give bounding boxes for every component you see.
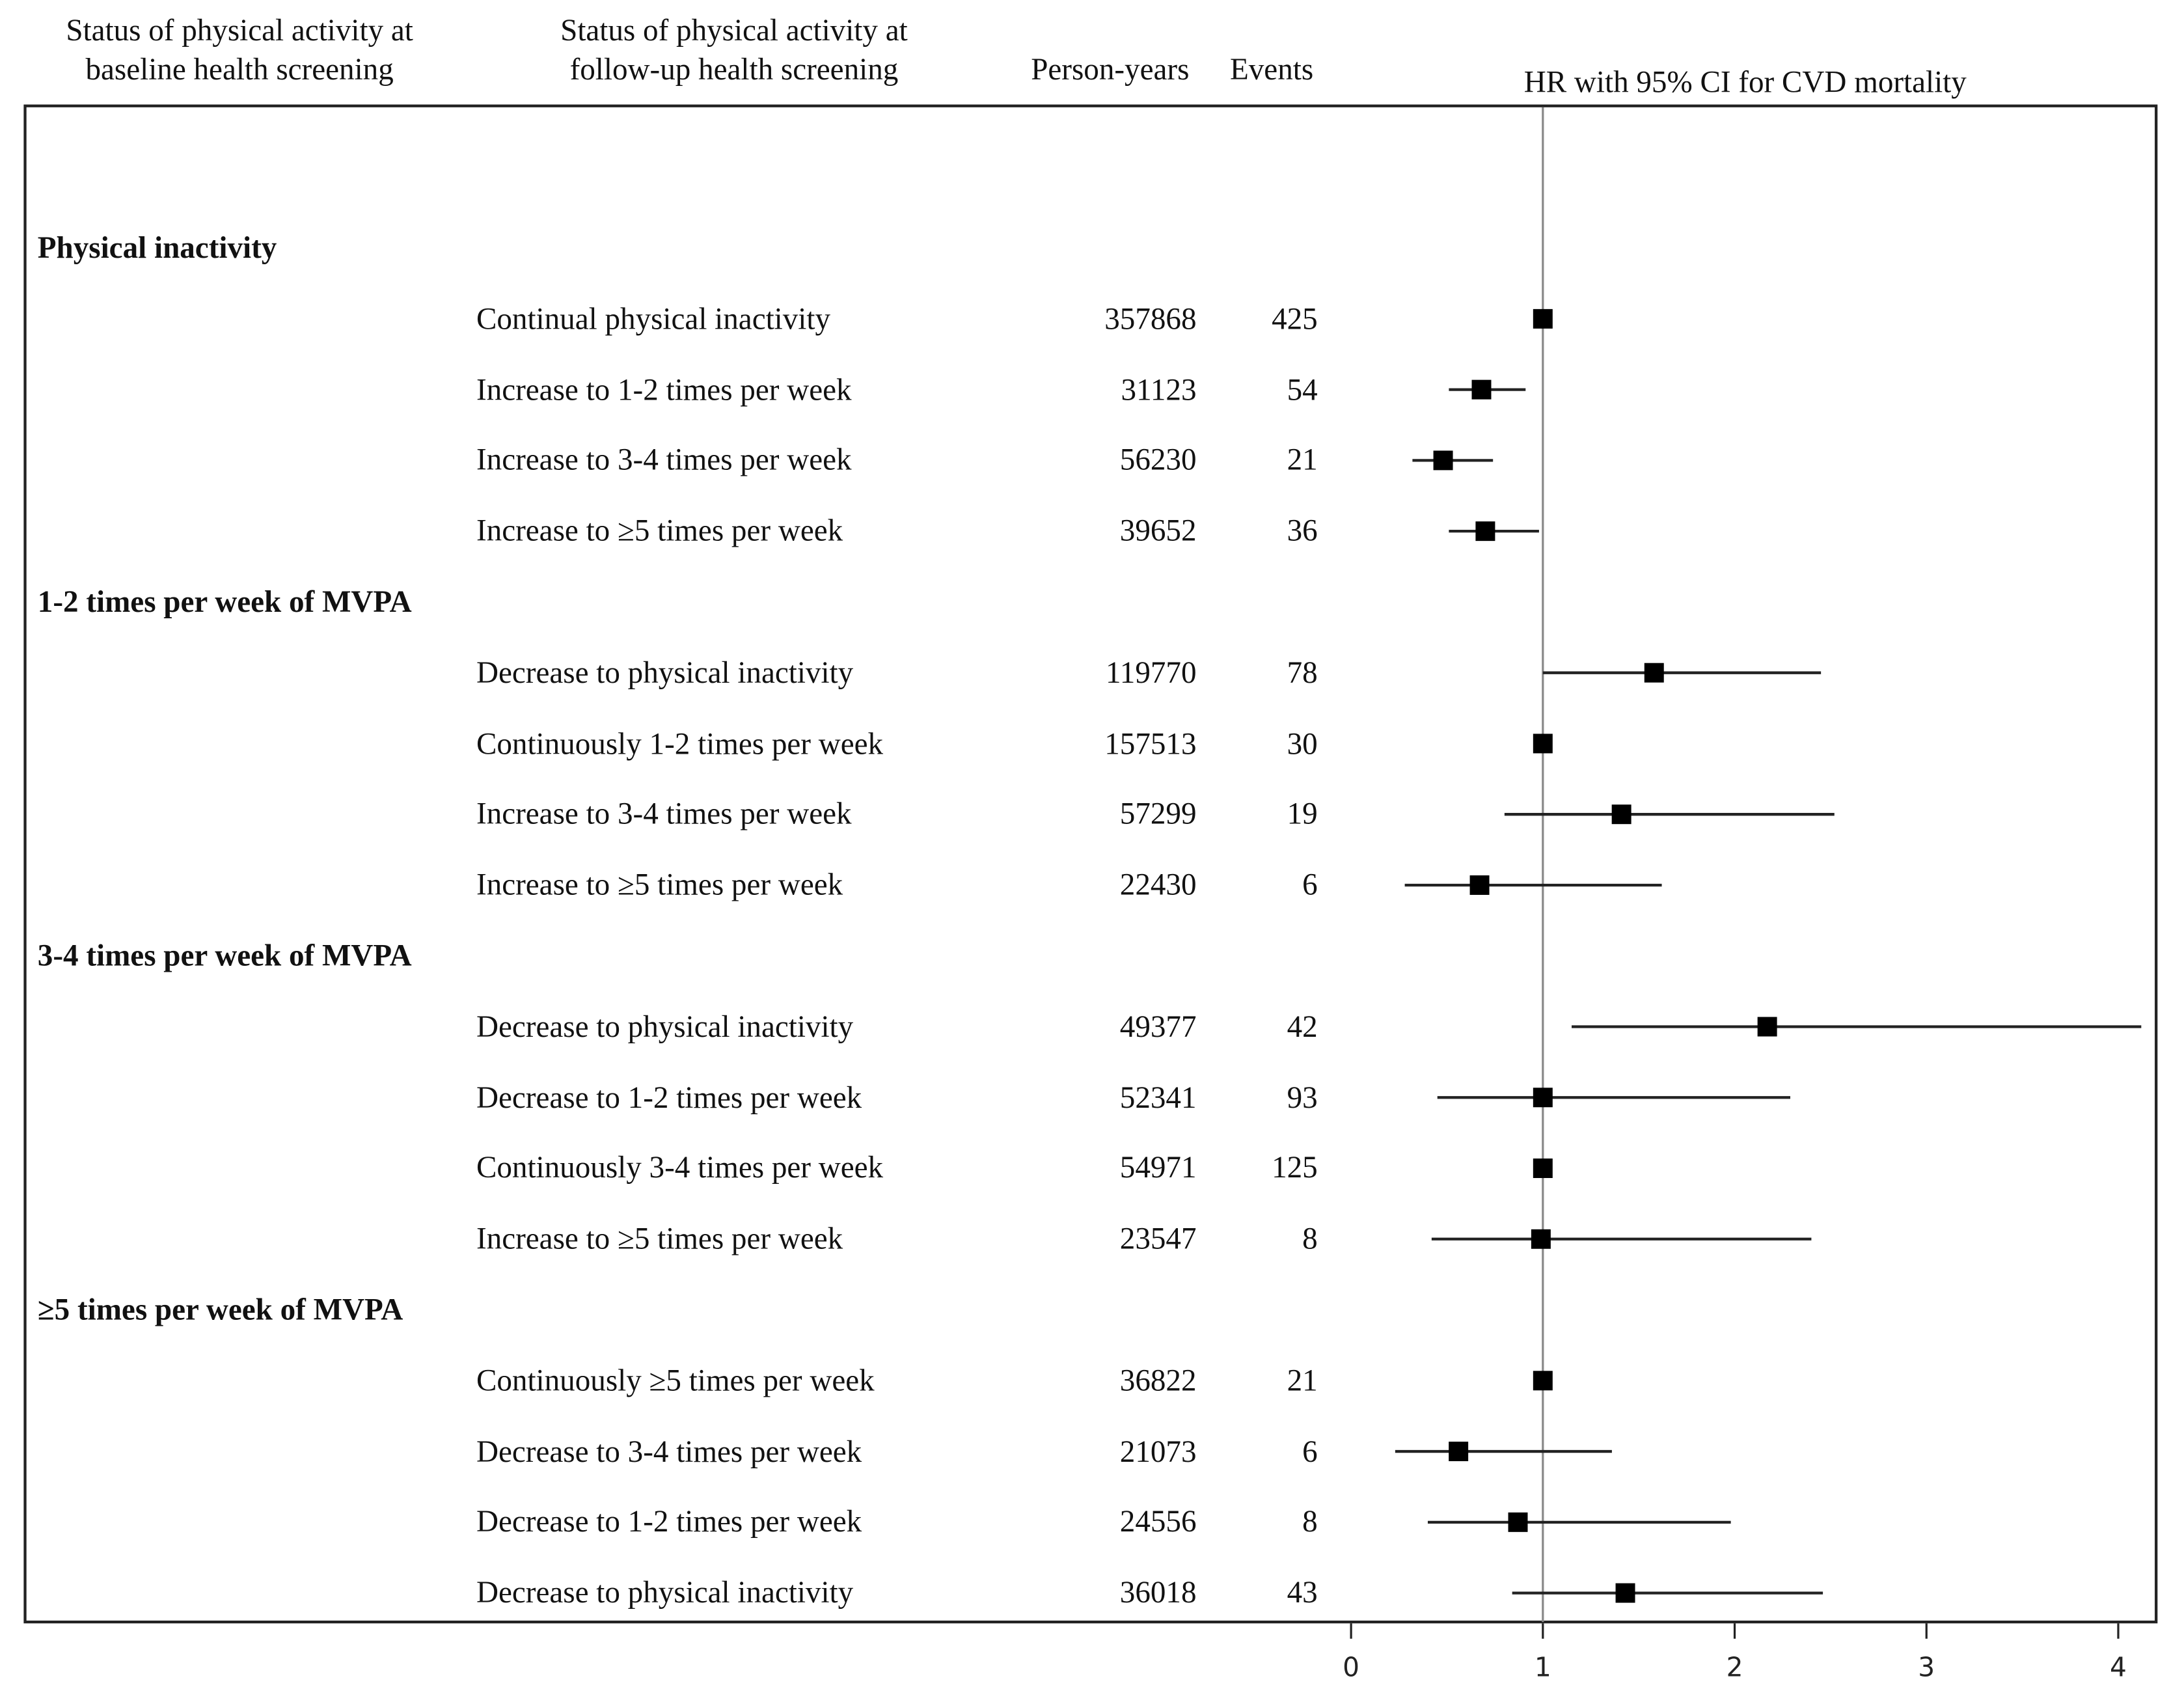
hr-point	[1615, 1583, 1635, 1603]
header-followup-line2: follow-up health screening	[569, 51, 899, 87]
events-value: 19	[1287, 796, 1318, 831]
header-events: Events	[1229, 51, 1314, 87]
row-label: Decrease to 3-4 times per week	[476, 1433, 862, 1468]
events-value: 21	[1287, 1362, 1318, 1397]
events-value: 8	[1302, 1503, 1318, 1539]
x-tick-label: 1	[1535, 1652, 1551, 1683]
hr-point	[1533, 733, 1553, 754]
person-years-value: 22430	[1119, 867, 1197, 902]
person-years-value: 56230	[1119, 442, 1197, 478]
events-value: 425	[1272, 301, 1318, 336]
person-years-value: 23547	[1119, 1220, 1197, 1256]
row-label: Continuously 3-4 times per week	[476, 1150, 884, 1185]
person-years-value: 39652	[1119, 513, 1197, 548]
person-years-value: 54971	[1119, 1150, 1197, 1185]
header-baseline-line2: baseline health screening	[85, 51, 394, 87]
events-value: 54	[1287, 371, 1318, 407]
events-value: 21	[1287, 442, 1318, 478]
events-value: 78	[1287, 654, 1318, 690]
events-value: 30	[1287, 725, 1318, 761]
row-label: Increase to ≥5 times per week	[476, 1220, 843, 1256]
hr-point	[1475, 521, 1495, 542]
header-baseline: Status of physical activity at baseline …	[31, 11, 448, 89]
plot-frame	[23, 104, 2158, 1624]
events-value: 8	[1302, 1220, 1318, 1256]
events-value: 125	[1272, 1150, 1318, 1185]
row-label: Decrease to physical inactivity	[476, 1008, 854, 1044]
hr-point	[1508, 1512, 1528, 1532]
row-label: Decrease to 1-2 times per week	[476, 1079, 862, 1114]
group-label: 3-4 times per week of MVPA	[37, 937, 412, 973]
hr-point	[1757, 1017, 1777, 1037]
row-label: Increase to ≥5 times per week	[476, 513, 843, 548]
person-years-value: 57299	[1119, 796, 1197, 831]
events-value: 43	[1287, 1574, 1318, 1610]
row-label: Continuously ≥5 times per week	[476, 1362, 875, 1397]
person-years-value: 357868	[1104, 301, 1197, 336]
hr-point	[1611, 804, 1631, 825]
hr-point	[1433, 450, 1453, 471]
hr-point	[1533, 1158, 1553, 1179]
header-person-years: Person-years	[1031, 51, 1190, 87]
row-label: Increase to 1-2 times per week	[476, 371, 852, 407]
row-label: Decrease to 1-2 times per week	[476, 1503, 862, 1539]
header-baseline-line1: Status of physical activity at	[66, 12, 413, 48]
hr-point	[1471, 379, 1492, 400]
group-label: ≥5 times per week of MVPA	[37, 1291, 403, 1327]
row-label: Decrease to physical inactivity	[476, 1574, 854, 1610]
hr-point	[1449, 1442, 1469, 1462]
group-label: Physical inactivity	[37, 230, 277, 265]
hr-point	[1644, 663, 1664, 683]
x-tick-label: 0	[1343, 1652, 1359, 1683]
header-hr: HR with 95% CI for CVD mortality	[1523, 64, 1967, 100]
person-years-value: 157513	[1104, 725, 1197, 761]
hr-point	[1533, 1371, 1553, 1391]
row-label: Increase to 3-4 times per week	[476, 442, 852, 478]
person-years-value: 21073	[1119, 1433, 1197, 1468]
events-value: 6	[1302, 867, 1318, 902]
x-tick-label: 4	[2110, 1652, 2127, 1683]
header-followup: Status of physical activity at follow-up…	[525, 11, 943, 89]
row-label: Increase to ≥5 times per week	[476, 867, 843, 902]
hr-point	[1531, 1229, 1551, 1249]
person-years-value: 52341	[1119, 1079, 1197, 1114]
hr-point	[1469, 875, 1490, 895]
person-years-value: 24556	[1119, 1503, 1197, 1539]
group-label: 1-2 times per week of MVPA	[37, 584, 412, 619]
row-label: Decrease to physical inactivity	[476, 654, 854, 690]
events-value: 36	[1287, 513, 1318, 548]
row-label: Continual physical inactivity	[476, 301, 831, 336]
hr-point	[1533, 308, 1553, 329]
hr-point	[1533, 1088, 1553, 1108]
person-years-value: 49377	[1119, 1008, 1197, 1044]
header-followup-line1: Status of physical activity at	[560, 12, 908, 48]
events-value: 93	[1287, 1079, 1318, 1114]
events-value: 42	[1287, 1008, 1318, 1044]
row-label: Continuously 1-2 times per week	[476, 725, 884, 761]
person-years-value: 31123	[1121, 371, 1197, 407]
events-value: 6	[1302, 1433, 1318, 1468]
person-years-value: 119770	[1105, 654, 1197, 690]
x-tick-label: 3	[1918, 1652, 1935, 1683]
row-label: Increase to 3-4 times per week	[476, 796, 852, 831]
person-years-value: 36018	[1119, 1574, 1197, 1610]
x-tick-label: 2	[1727, 1652, 1743, 1683]
person-years-value: 36822	[1119, 1362, 1197, 1397]
